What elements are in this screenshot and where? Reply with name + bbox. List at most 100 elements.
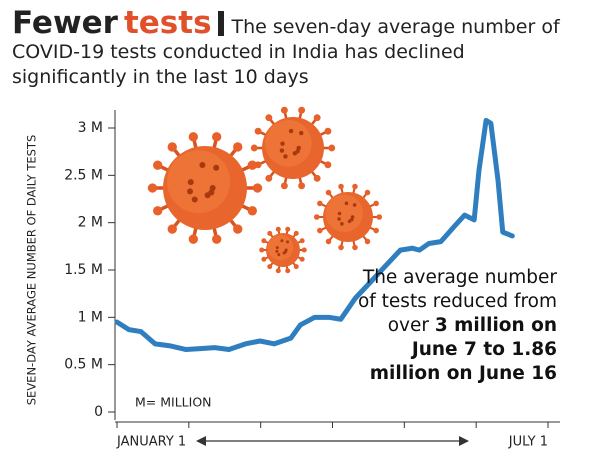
- virus-knob: [285, 268, 290, 273]
- virus-knob: [328, 145, 335, 152]
- y-tick-label: 1.5 M: [64, 262, 103, 278]
- virus-knob: [251, 145, 258, 152]
- virus-dot: [188, 179, 194, 185]
- virus-dot: [283, 251, 286, 254]
- virus-dot: [340, 222, 344, 226]
- title-highlight: tests: [124, 5, 212, 41]
- virus-dot: [199, 162, 205, 168]
- virus-knob: [281, 182, 288, 189]
- virus-knob: [338, 245, 344, 251]
- virus-dot: [283, 154, 287, 158]
- y-tick-label: 2 M: [78, 215, 103, 231]
- virus-dot: [338, 212, 342, 216]
- page: SEVEN-DAY AVERAGE NUMBER OF DAILY TESTS …: [0, 0, 593, 454]
- virus-knob: [276, 227, 281, 232]
- virus-knob: [376, 214, 382, 220]
- virus-knob: [365, 239, 371, 245]
- virus-knob: [317, 201, 323, 207]
- x-tick-label: JULY 1: [508, 435, 548, 450]
- virus-knob: [261, 238, 266, 243]
- virus-knob: [267, 231, 272, 236]
- virus-dot: [299, 131, 303, 135]
- virus-knob: [253, 183, 262, 192]
- virus-knob: [300, 238, 305, 243]
- virus-knob: [148, 183, 157, 192]
- title: Fewer: [12, 5, 118, 41]
- virus-dot: [275, 250, 278, 253]
- virus-knob: [324, 161, 331, 168]
- y-tick-label: 3 M: [78, 120, 103, 136]
- virus-shade: [268, 235, 294, 261]
- virus-knob: [267, 264, 272, 269]
- x-tick-label: JANUARY 1: [116, 435, 186, 450]
- virus-knob: [265, 114, 272, 121]
- virus-knob: [338, 184, 344, 190]
- virus-knob: [212, 132, 221, 141]
- virus-knob: [352, 184, 358, 190]
- annotation: The average number of tests reduced from…: [357, 266, 557, 386]
- virus-dot: [187, 188, 193, 194]
- virus-dot: [348, 220, 352, 224]
- virus-knob: [168, 142, 177, 151]
- virus-knob: [265, 175, 272, 182]
- virus-dot: [276, 246, 279, 249]
- virus-illustrations: [148, 107, 382, 273]
- virus-dot: [192, 196, 198, 202]
- virus-knob: [302, 248, 307, 253]
- virus-dot: [205, 192, 211, 198]
- virus-knob: [324, 128, 331, 135]
- virus-knob: [285, 227, 290, 232]
- separator: [218, 11, 224, 36]
- virus-shade: [167, 150, 230, 213]
- virus-dot: [345, 202, 349, 206]
- virus-knob: [314, 175, 321, 182]
- virus-dot: [280, 239, 283, 242]
- virus-shade: [265, 120, 312, 167]
- virus-knob: [298, 107, 305, 114]
- virus-knob: [281, 107, 288, 114]
- virus-dot: [293, 151, 297, 155]
- virus-dot: [353, 203, 357, 207]
- virus-knob: [259, 248, 264, 253]
- y-tick-label: 1 M: [78, 309, 103, 325]
- y-tick-label: 0.5 M: [64, 357, 103, 373]
- virus-dot: [289, 129, 293, 133]
- virus-knob: [255, 161, 262, 168]
- virus-dot: [213, 165, 219, 171]
- virus-dot: [280, 148, 284, 152]
- virus-knob: [294, 231, 299, 236]
- virus-knob: [168, 224, 177, 233]
- virus-knob: [314, 214, 320, 220]
- y-tick-label: 2.5 M: [64, 167, 103, 183]
- virus-knob: [153, 161, 162, 170]
- virus-knob: [255, 128, 262, 135]
- virus-knob: [233, 142, 242, 151]
- virus-dot: [286, 240, 289, 243]
- virus-knob: [373, 201, 379, 207]
- y-axis-label: SEVEN-DAY AVERAGE NUMBER OF DAILY TESTS: [25, 135, 39, 406]
- virus-knob: [317, 228, 323, 234]
- virus-knob: [212, 235, 221, 244]
- note: M= MILLION: [135, 395, 212, 410]
- virus-shade: [326, 195, 364, 233]
- virus-knob: [314, 114, 321, 121]
- virus-dot: [337, 217, 341, 221]
- virus-knob: [298, 182, 305, 189]
- virus-knob: [248, 206, 257, 215]
- virus-dot: [277, 253, 280, 256]
- virus-knob: [326, 239, 332, 245]
- virus-dot: [280, 141, 284, 145]
- virus-knob: [352, 245, 358, 251]
- virus-knob: [365, 190, 371, 196]
- virus-knob: [373, 228, 379, 234]
- virus-knob: [261, 257, 266, 262]
- virus-knob: [300, 257, 305, 262]
- virus-knob: [189, 235, 198, 244]
- virus-knob: [189, 132, 198, 141]
- virus-knob: [326, 190, 332, 196]
- virus-knob: [294, 264, 299, 269]
- virus-knob: [276, 268, 281, 273]
- y-tick-label: 0: [94, 404, 103, 420]
- virus-knob: [153, 206, 162, 215]
